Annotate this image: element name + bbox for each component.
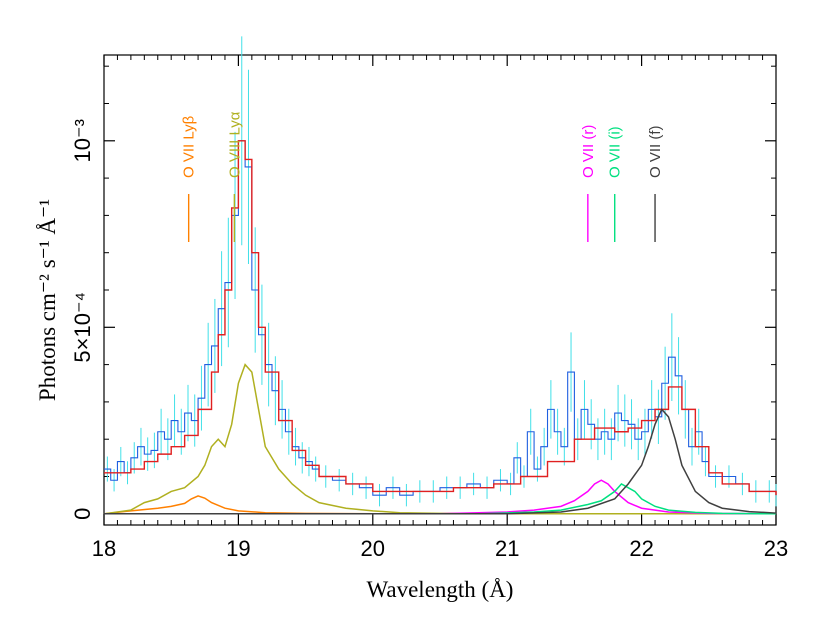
component-curve xyxy=(104,408,777,515)
line-label-2: O VII (r) xyxy=(580,125,597,242)
series-6 xyxy=(104,408,777,515)
model-curve xyxy=(104,140,777,496)
series-3 xyxy=(103,363,776,515)
line-label-text: O VII (r) xyxy=(580,125,597,178)
plot-frame xyxy=(103,54,777,526)
x-axis: 18 19 20 21 22 23 xyxy=(92,55,788,561)
line-label-text: O VII (i) xyxy=(607,126,624,178)
line-label-3: O VII (i) xyxy=(607,126,624,242)
x-tick-label: 20 xyxy=(361,536,385,561)
x-tick-label: 23 xyxy=(764,536,788,561)
x-axis-title: Wavelength (Å) xyxy=(367,577,514,602)
series-4 xyxy=(104,479,777,515)
y-tick-label: 0 xyxy=(70,508,95,520)
series-0 xyxy=(104,36,777,507)
series-1 xyxy=(104,140,777,496)
y-axis: 0 5×10⁻⁴ 10⁻³ xyxy=(70,65,776,520)
line-labels: O VII Lyβ O VIII Lyα O VII (r) O VII (i) O V… xyxy=(181,111,664,242)
series-5 xyxy=(104,483,777,515)
component-curve xyxy=(104,479,777,515)
line-label-text: O VIII Lyα xyxy=(226,111,243,178)
y-tick-label: 5×10⁻⁴ xyxy=(70,292,95,363)
series-layer xyxy=(103,36,777,515)
line-label-text: O VII (f) xyxy=(647,125,664,178)
line-label-text: O VII Lyβ xyxy=(181,115,198,178)
line-label-1: O VIII Lyα xyxy=(226,111,243,242)
component-curve xyxy=(104,483,777,515)
y-axis-title: Photons cm⁻² s⁻¹ Å⁻¹ xyxy=(35,199,60,401)
x-tick-label: 22 xyxy=(629,536,653,561)
x-tick-label: 18 xyxy=(92,536,116,561)
line-label-4: O VII (f) xyxy=(647,125,664,242)
x-tick-label: 21 xyxy=(495,536,519,561)
x-tick-label: 19 xyxy=(226,536,250,561)
component-curve xyxy=(103,363,776,515)
y-tick-label: 10⁻³ xyxy=(70,119,95,162)
line-label-0: O VII Lyβ xyxy=(181,115,198,242)
